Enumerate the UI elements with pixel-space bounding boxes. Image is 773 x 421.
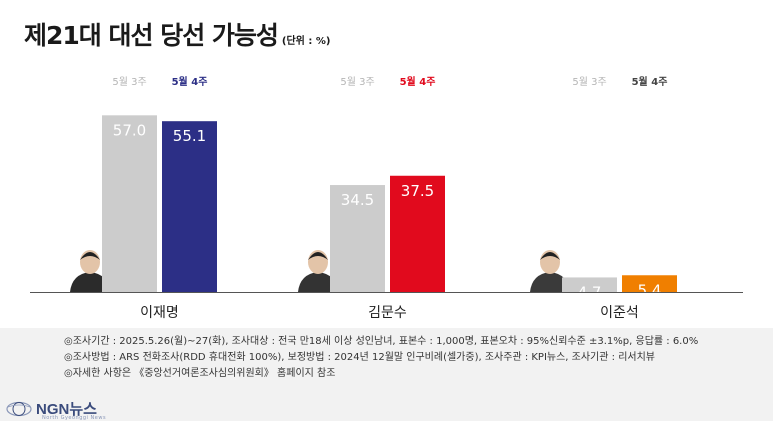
series-label-0-1: 5월 4주 [172,76,208,88]
bar-0-0 [102,115,157,292]
chart-title-text: 제21대 대선 당선 가능성 [24,21,279,50]
logo-text: NGN뉴스 [36,401,97,418]
bar-0-1 [162,121,217,292]
chart-panel: 제21대 대선 당선 가능성 (단위 : %) 57.0 5월 3주 55.1 5월 4… [0,0,773,328]
bar-2-0 [562,277,617,292]
bar-2-1 [622,275,677,292]
candidate-photo-2 [530,250,570,292]
bar-1-1 [390,175,445,292]
series-label-1-0: 5월 3주 [340,76,374,88]
note-line-1: ◎조사기간 : 2025.5.26(월)~27(화), 조사대상 : 전국 만1… [64,336,699,347]
category-label-1: 김문수 [368,305,407,321]
category-label-2: 이준석 [600,305,639,321]
ngn-logo: NGN뉴스 North Gyeonggi News [6,398,106,421]
candidate-photo-0 [70,250,110,292]
note-line-3: ◎자세한 사항은 《중앙선거여론조사심의위원회》 홈페이지 참조 [64,368,336,379]
series-label-0-0: 5월 3주 [112,76,146,88]
candidate-photo-1 [298,250,338,292]
series-label-2-1: 5월 4주 [632,76,668,88]
series-label-2-0: 5월 3주 [572,76,606,88]
category-label-0: 이재명 [140,305,179,321]
series-label-1-1: 5월 4주 [400,76,436,88]
unit-label: (단위 : %) [281,36,331,47]
bar-value-0-1: 55.1 [173,127,206,145]
note-line-2: ◎조사방법 : ARS 전화조사(RDD 휴대전화 100%), 보정방법 : … [64,352,655,363]
ngn-logo-icon [6,401,32,416]
bar-value-1-1: 37.5 [401,182,434,200]
logo-subtitle: North Gyeonggi News [42,415,107,421]
bar-value-1-0: 34.5 [341,191,374,209]
bar-value-0-0: 57.0 [113,121,146,139]
chart-title: 제21대 대선 당선 가능성 (단위 : %) [24,16,330,52]
bar-value-2-1: 5.4 [638,281,662,299]
bar-1-0 [330,185,385,292]
survey-notes: ◎조사기간 : 2025.5.26(월)~27(화), 조사대상 : 전국 만1… [64,334,698,382]
